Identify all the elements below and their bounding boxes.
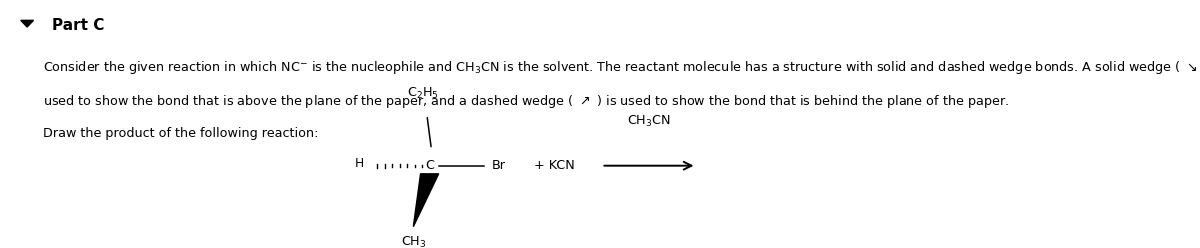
Text: Consider the given reaction in which NC$^{-}$ is the nucleophile and CH$_3$CN is: Consider the given reaction in which NC$…	[43, 59, 1200, 76]
Text: C$_2$H$_5$: C$_2$H$_5$	[407, 86, 438, 101]
Text: H: H	[354, 157, 364, 170]
Text: Br: Br	[492, 159, 506, 172]
Text: Part C: Part C	[52, 18, 104, 33]
Text: used to show the bond that is above the plane of the paper, and a dashed wedge (: used to show the bond that is above the …	[43, 93, 1009, 110]
Polygon shape	[413, 174, 439, 227]
Text: Draw the product of the following reaction:: Draw the product of the following reacti…	[43, 127, 319, 140]
Polygon shape	[20, 20, 34, 27]
Text: + KCN: + KCN	[534, 159, 575, 172]
Text: CH$_3$CN: CH$_3$CN	[628, 113, 671, 128]
Text: CH$_3$: CH$_3$	[401, 235, 426, 248]
Text: C: C	[425, 159, 434, 172]
